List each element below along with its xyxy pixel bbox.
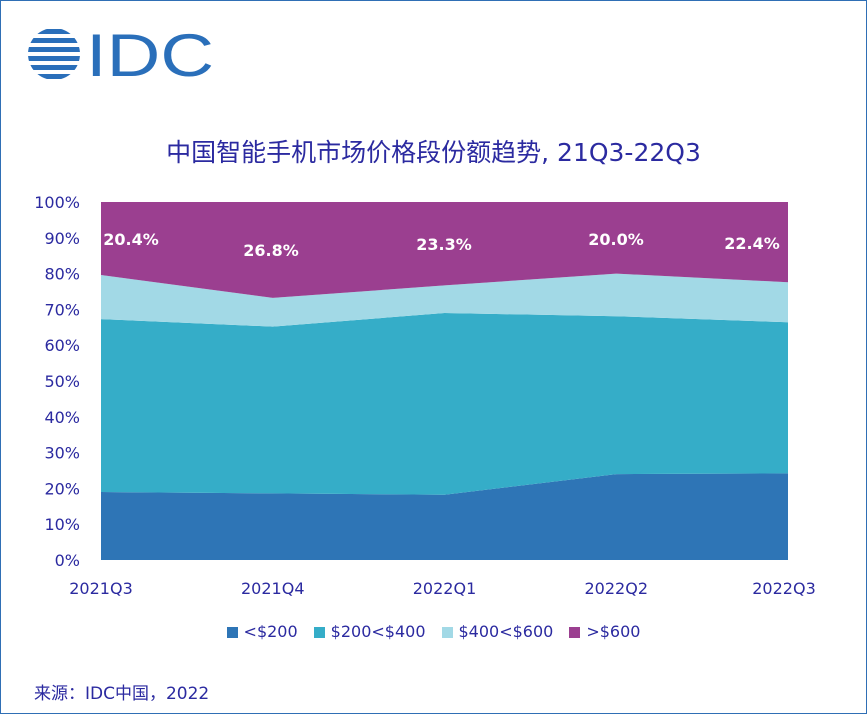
area-layers (101, 202, 788, 560)
x-axis: 2021Q3 2021Q4 2022Q1 2022Q2 2022Q3 (69, 579, 816, 598)
legend-item: $200<$400 (313, 622, 426, 641)
data-label: 23.3% (416, 235, 472, 254)
y-tick-label: 50% (44, 372, 80, 391)
y-tick-label: 20% (44, 479, 80, 498)
x-tick-label: 2021Q3 (69, 579, 133, 598)
x-tick-label: 2022Q2 (585, 579, 649, 598)
data-label: 20.0% (588, 230, 644, 249)
y-tick-label: 0% (55, 551, 80, 570)
area-series-0 (101, 473, 788, 560)
data-label: 20.4% (103, 230, 159, 249)
data-label: 22.4% (724, 234, 780, 253)
legend-label: $400<$600 (458, 622, 554, 641)
area-chart: 0% 10% 20% 30% 40% 50% 60% 70% 80% 90% 100% 2021Q3… (34, 193, 816, 598)
area-series-3 (101, 202, 788, 298)
y-tick-label: 90% (44, 229, 80, 248)
x-tick-label: 2022Q1 (413, 579, 477, 598)
globe-icon (28, 29, 80, 79)
area-series-1 (101, 313, 788, 495)
legend-item: $400<$600 (441, 622, 554, 641)
source-note: 来源：IDC中国，2022 (34, 684, 210, 704)
x-tick-label: 2022Q3 (752, 579, 816, 598)
legend-swatch (226, 627, 238, 638)
y-tick-label: 80% (44, 265, 80, 284)
legend-item: <$200 (226, 622, 298, 641)
y-axis: 0% 10% 20% 30% 40% 50% 60% 70% 80% 90% 100% (34, 193, 80, 570)
legend: <$200 $200<$400 $400<$600 >$600 (0, 621, 867, 641)
idc-logo: IDC (28, 26, 214, 82)
legend-swatch (569, 627, 581, 638)
y-tick-label: 40% (44, 408, 80, 427)
y-tick-label: 60% (44, 336, 80, 355)
data-label: 26.8% (243, 241, 299, 260)
chart-title: 中国智能手机市场价格段份额趋势, 21Q3-22Q3 (166, 138, 701, 167)
x-tick-label: 2021Q4 (241, 579, 305, 598)
y-tick-label: 100% (34, 193, 80, 212)
legend-label: $200<$400 (330, 622, 426, 641)
y-tick-label: 10% (44, 515, 80, 534)
legend-item: >$600 (569, 622, 640, 641)
y-tick-label: 30% (44, 444, 80, 463)
logo-text: IDC (86, 26, 214, 82)
y-tick-label: 70% (44, 300, 80, 319)
legend-label: >$600 (586, 622, 641, 641)
legend-swatch (441, 627, 453, 638)
legend-swatch (313, 627, 325, 638)
legend-label: <$200 (243, 622, 298, 641)
data-labels: 20.4% 26.8% 23.3% 20.0% 22.4% (103, 230, 780, 260)
area-series-2 (101, 273, 788, 327)
